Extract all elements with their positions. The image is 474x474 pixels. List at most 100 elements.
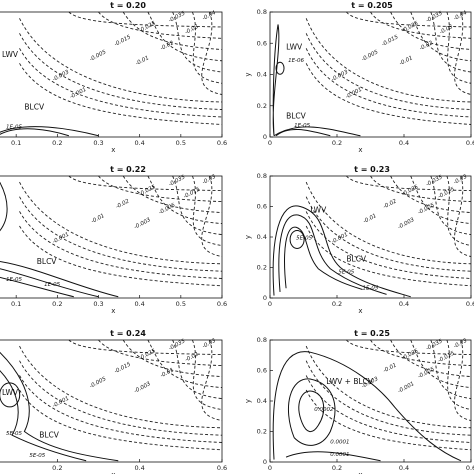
contour-label: -0.015 [113,34,132,48]
x-tick-label: 0 [268,464,272,472]
contour-label: -0.02 [115,198,131,210]
x-tick-label: 0.6 [217,464,227,472]
contour-label: -0.001 [397,381,415,395]
solid-contour-line [275,61,285,75]
x-tick-label: 0.4 [399,464,409,472]
dashed-contour-line [446,339,472,410]
contour-label: -0.001 [52,396,70,410]
solid-contour-line [285,451,381,462]
x-tick-label: 0 [268,300,272,308]
dashed-contour-line [430,11,472,73]
region-label: BLCV [37,257,58,266]
chart-panel: t = 0.20-0.035 -0.04-0.025 -0.03-0.015 -0.0… [0,1,227,154]
solid-contour-label: 1E-05 [6,124,22,130]
x-tick-label: 0.4 [134,139,144,147]
contour-label: -0.015 [113,361,132,375]
dashed-contour-line [68,175,223,192]
solid-contour-label: 0.0001 [330,440,349,446]
x-axis-label: x [111,307,115,315]
x-tick-label: 0.4 [134,300,144,308]
region-label: BLCV [24,103,45,112]
dashed-contour-line [19,360,223,436]
dashed-contour-line [201,11,223,95]
dashed-contour-line [410,175,472,225]
x-tick-label: 0.2 [332,464,342,472]
contour-label: -0.015 [381,34,400,48]
x-axis-label: x [111,471,115,474]
x-axis-label: x [358,146,362,154]
dashed-contour-line [446,11,472,84]
y-tick-label: 0.8 [257,336,267,344]
chart-panel: t = 0.22-0.035 -0.03-0.025 -0.015-0.02 -0.0… [0,165,227,315]
plot-frame [0,339,223,463]
solid-contour-line [272,24,280,136]
solid-contour-label: 5E-05 [338,270,354,276]
dashed-contour-line [98,175,223,203]
dashed-contour-line [305,345,472,429]
y-axis-label: y [244,399,252,403]
contour-label: -0.02 [419,40,435,52]
contour-label: -0.01 [362,213,377,225]
dashed-contour-line [305,18,472,103]
dashed-contour-line [19,18,223,103]
dashed-contour-line [370,339,472,367]
dashed-contour-line [68,11,223,28]
dashed-contour-line [201,175,223,257]
y-tick-label: 0.2 [257,428,267,436]
contour-label: -0.015 [183,186,202,200]
region-label: LWV [2,50,19,59]
dashed-contour-line [410,339,472,389]
solid-contour-line [289,229,305,249]
dashed-contour-line [305,196,472,272]
contour-label: -0.015 [437,186,456,200]
solid-contour-label: 5E-05 [6,431,22,437]
dashed-contour-line [191,175,223,246]
dashed-contour-line [390,11,472,50]
dashed-contour-line [19,48,223,118]
solid-contour-line [272,351,462,462]
x-tick-label: 0.4 [399,300,409,308]
dashed-contour-line [191,11,223,84]
x-tick-label: 0.6 [466,300,474,308]
dashed-contour-line [454,11,472,95]
dashed-contour-line [430,175,472,236]
solid-contour-label: 1E-05 [294,123,310,129]
solid-contour-label: 1E-05 [44,282,60,288]
contour-label: -0.005 [89,49,108,63]
x-tick-label: 0.2 [52,300,62,308]
chart-title: t = 0.23 [354,165,390,174]
solid-contour-line [298,390,325,432]
chart-panel: t = 0.24-0.035 -0.03-0.025 -0.02-0.015 -0.0… [0,329,227,474]
solid-contour-line [0,260,119,298]
dashed-contour-line [305,33,472,110]
dashed-contour-line [172,339,223,400]
dashed-contour-line [98,11,223,39]
y-tick-label: 0.8 [257,8,267,16]
solid-contour-line [273,126,361,137]
dashed-contour-line [446,175,472,246]
solid-contour-line [284,226,363,290]
dashed-contour-line [305,389,472,451]
x-tick-label: 0.2 [332,300,342,308]
contour-label: -0.005 [158,202,177,216]
chart-panel: t = 0.23-0.035 -0.03-0.025 -0.015-0.02 -0.0… [244,165,474,315]
dashed-contour-line [454,339,472,421]
solid-contour-label: 1E-05 [6,277,22,283]
dashed-contour-line [19,211,223,279]
x-tick-label: 0.1 [11,300,21,308]
contour-label: -0.03 [201,174,217,186]
y-tick-label: 0.4 [257,71,267,79]
dashed-contour-line [305,211,472,279]
x-tick-label: 0.6 [466,464,474,472]
dashed-contour-line [19,225,223,287]
y-tick-label: 0.6 [257,39,267,47]
region-label: LWV [310,206,327,215]
y-tick-label: 0 [263,294,267,302]
dashed-contour-line [172,175,223,236]
y-axis-label: y [244,235,252,239]
dashed-contour-line [454,175,472,257]
contour-label: -0.003 [133,217,152,231]
contour-label: -0.01 [90,213,105,225]
contour-label: -0.005 [417,366,436,380]
contour-label: -0.003 [397,217,416,231]
